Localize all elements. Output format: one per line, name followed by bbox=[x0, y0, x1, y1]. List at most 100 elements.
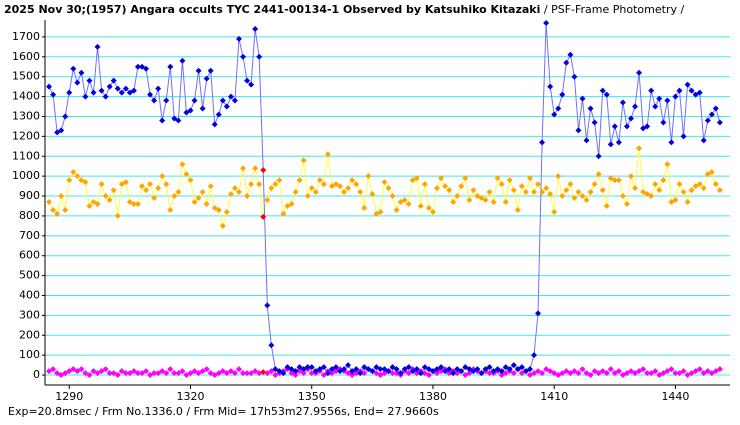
point bbox=[672, 370, 679, 377]
point bbox=[62, 113, 69, 120]
y-tick-label: 1100 bbox=[12, 149, 40, 162]
point bbox=[535, 181, 542, 188]
point bbox=[417, 202, 424, 209]
point bbox=[316, 366, 323, 373]
point bbox=[296, 177, 303, 184]
y-tick-label: 0 bbox=[33, 368, 40, 381]
point bbox=[50, 206, 57, 213]
point bbox=[708, 370, 715, 377]
point bbox=[413, 366, 420, 373]
y-tick-label: 1300 bbox=[12, 109, 40, 122]
point bbox=[300, 157, 307, 164]
point bbox=[522, 189, 529, 196]
point bbox=[308, 370, 315, 377]
point bbox=[611, 177, 618, 184]
point bbox=[656, 187, 663, 194]
point bbox=[632, 103, 639, 110]
point bbox=[530, 352, 537, 359]
point bbox=[312, 189, 319, 196]
point bbox=[583, 197, 590, 204]
y-tick-label: 600 bbox=[19, 249, 40, 262]
point bbox=[195, 67, 202, 74]
point bbox=[676, 87, 683, 94]
point bbox=[365, 173, 372, 180]
point bbox=[361, 370, 368, 377]
y-tick-label: 1600 bbox=[12, 50, 40, 63]
x-tick-label: 1380 bbox=[419, 390, 447, 403]
point bbox=[288, 370, 295, 377]
point bbox=[510, 370, 517, 377]
point bbox=[62, 206, 69, 213]
point bbox=[171, 115, 178, 122]
point bbox=[478, 370, 485, 377]
point bbox=[607, 175, 614, 182]
point bbox=[429, 208, 436, 215]
point bbox=[494, 366, 501, 373]
point bbox=[559, 370, 566, 377]
point bbox=[70, 169, 77, 176]
point bbox=[623, 123, 630, 130]
point bbox=[425, 366, 432, 373]
point bbox=[167, 206, 174, 213]
point bbox=[603, 202, 610, 209]
point bbox=[632, 185, 639, 192]
point bbox=[264, 197, 271, 204]
point bbox=[175, 189, 182, 196]
point bbox=[369, 368, 376, 375]
point bbox=[526, 372, 533, 379]
point bbox=[82, 179, 89, 186]
point bbox=[543, 366, 550, 373]
point bbox=[442, 183, 449, 190]
point bbox=[599, 87, 606, 94]
point bbox=[381, 179, 388, 186]
point bbox=[660, 177, 667, 184]
point bbox=[244, 193, 251, 200]
point bbox=[506, 177, 513, 184]
point bbox=[74, 368, 81, 375]
point bbox=[421, 364, 428, 371]
point bbox=[252, 25, 259, 32]
point bbox=[676, 181, 683, 188]
point bbox=[425, 204, 432, 211]
point bbox=[619, 372, 626, 379]
point bbox=[575, 370, 582, 377]
point bbox=[110, 187, 117, 194]
point bbox=[118, 181, 125, 188]
point bbox=[482, 197, 489, 204]
point bbox=[438, 364, 445, 371]
point bbox=[110, 370, 117, 377]
point bbox=[122, 179, 129, 186]
point bbox=[211, 372, 218, 379]
point bbox=[219, 97, 226, 104]
point bbox=[171, 370, 178, 377]
point bbox=[648, 370, 655, 377]
point bbox=[567, 51, 574, 58]
point bbox=[680, 133, 687, 140]
point bbox=[90, 368, 97, 375]
point bbox=[179, 57, 186, 64]
point bbox=[183, 171, 190, 178]
point bbox=[664, 368, 671, 375]
point bbox=[696, 89, 703, 96]
point bbox=[611, 123, 618, 130]
subtitle: / PSF-Frame Photometry / bbox=[540, 3, 684, 16]
point bbox=[514, 366, 521, 373]
point bbox=[716, 366, 723, 373]
point bbox=[405, 200, 412, 207]
point bbox=[377, 366, 384, 373]
point bbox=[231, 370, 238, 377]
point bbox=[159, 173, 166, 180]
point bbox=[134, 200, 141, 207]
point bbox=[567, 181, 574, 188]
point bbox=[50, 91, 57, 98]
point bbox=[248, 81, 255, 88]
point bbox=[389, 370, 396, 377]
point bbox=[349, 372, 356, 379]
point bbox=[478, 195, 485, 202]
point bbox=[256, 53, 263, 60]
point bbox=[434, 366, 441, 373]
point bbox=[551, 111, 558, 118]
point bbox=[530, 189, 537, 196]
point bbox=[446, 187, 453, 194]
point bbox=[345, 362, 352, 369]
